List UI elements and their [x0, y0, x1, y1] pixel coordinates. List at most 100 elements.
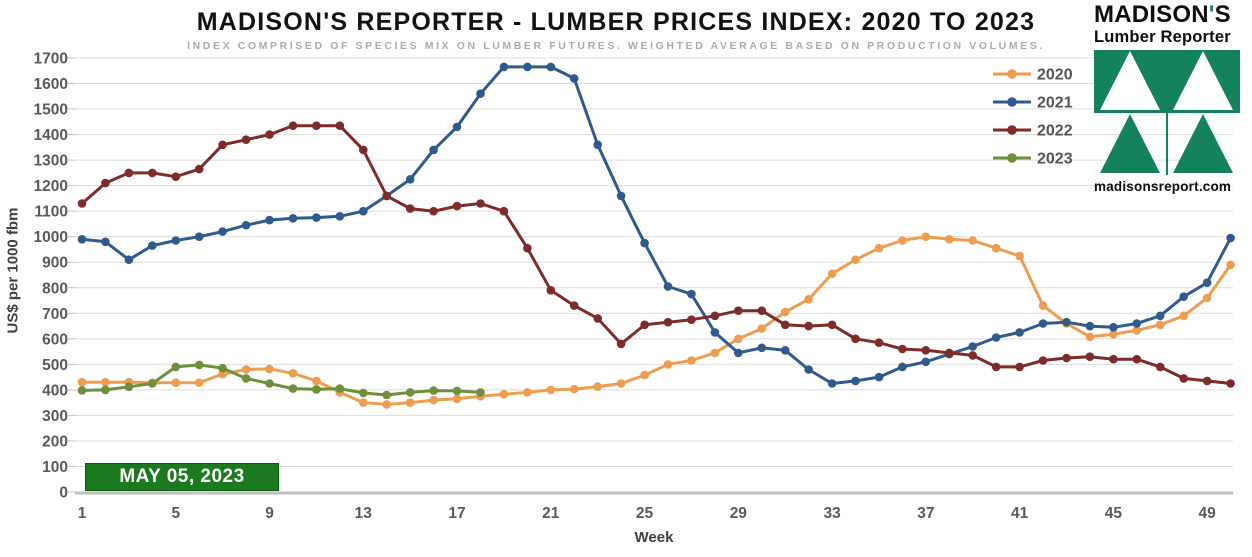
series-line-2021: [81, 65, 1232, 385]
data-point: [1062, 317, 1071, 327]
data-point: [382, 191, 392, 201]
data-point: [1155, 311, 1165, 321]
data-point: [405, 204, 415, 213]
data-point: [593, 314, 602, 323]
data-point: [991, 333, 1001, 342]
data-point: [757, 306, 767, 316]
data-point: [171, 378, 181, 388]
data-point: [148, 379, 157, 388]
data-point: [148, 168, 157, 178]
data-point: [359, 398, 368, 407]
data-point: [523, 62, 532, 72]
brand-website-link[interactable]: madisonsreport.com: [1094, 179, 1232, 194]
y-tick-label: 1500: [34, 102, 68, 119]
legend-marker: [1007, 69, 1017, 79]
legend-marker: [1007, 125, 1017, 135]
data-point: [1155, 320, 1165, 330]
data-point: [1202, 293, 1212, 303]
legend-item-2020: 2020: [993, 67, 1073, 84]
data-point: [898, 344, 907, 354]
data-point: [241, 374, 251, 383]
brand-tagline: Lumber Reporter: [1094, 28, 1231, 46]
data-point: [218, 363, 227, 373]
data-point: [101, 385, 110, 395]
data-point: [1226, 260, 1235, 270]
data-point: [663, 282, 673, 291]
y-tick-label: 1600: [34, 76, 68, 93]
latest-date-annotation: MAY 05, 2023: [85, 463, 279, 491]
data-point: [523, 388, 532, 397]
legend-item-2023: 2023: [993, 151, 1073, 168]
data-point: [640, 320, 649, 330]
y-tick-label: 400: [42, 382, 68, 399]
data-point: [265, 130, 274, 139]
data-point: [569, 301, 579, 310]
data-point: [405, 398, 415, 407]
x-axis-title: Week: [634, 529, 674, 546]
data-point: [710, 311, 720, 321]
x-tick-label: 9: [265, 505, 274, 522]
y-tick-label: 700: [42, 306, 68, 323]
data-point: [452, 201, 462, 211]
data-point: [757, 324, 767, 333]
y-tick-label: 1700: [34, 51, 68, 68]
data-point: [1132, 319, 1142, 328]
data-point: [218, 369, 227, 379]
y-tick-label: 800: [42, 280, 68, 297]
data-point: [945, 348, 954, 358]
data-point: [569, 384, 579, 394]
data-point: [827, 269, 837, 279]
data-point: [429, 145, 438, 155]
data-point: [991, 362, 1001, 372]
data-point: [312, 213, 321, 222]
data-point: [804, 365, 813, 374]
data-point: [124, 168, 134, 178]
brand-apostrophe-leaf: ': [1208, 1, 1215, 28]
data-point: [1155, 362, 1165, 372]
data-point: [1202, 376, 1212, 386]
data-point: [851, 376, 860, 386]
x-tick-label: 25: [636, 505, 654, 522]
data-point: [499, 206, 509, 216]
data-point: [569, 74, 579, 83]
x-tick-label: 41: [1011, 505, 1029, 522]
data-point: [218, 140, 227, 150]
data-point: [241, 220, 251, 230]
data-point: [710, 348, 720, 358]
data-point: [1179, 311, 1188, 321]
y-tick-label: 500: [42, 357, 68, 374]
data-point: [874, 338, 884, 348]
data-point: [1015, 328, 1024, 337]
data-point: [312, 376, 321, 386]
data-point: [288, 384, 298, 393]
x-tick-label: 5: [171, 505, 180, 522]
series-points-2021: [77, 62, 1235, 388]
y-tick-label: 100: [42, 459, 68, 476]
data-point: [476, 89, 485, 98]
data-point: [359, 145, 368, 155]
data-point: [827, 379, 837, 388]
data-point: [546, 62, 556, 72]
x-tick-label: 1: [78, 505, 87, 522]
data-point: [335, 121, 345, 130]
data-point: [968, 236, 977, 245]
data-point: [499, 62, 509, 72]
y-axis-title: US$ per 1000 fbm: [4, 207, 22, 334]
data-point: [359, 388, 368, 398]
data-point: [1132, 354, 1142, 364]
data-point: [991, 243, 1001, 253]
y-tick-label: 1100: [34, 204, 68, 221]
data-point: [1085, 352, 1095, 362]
data-point: [780, 307, 790, 317]
data-point: [968, 342, 977, 351]
data-point: [710, 328, 720, 337]
data-point: [546, 385, 556, 395]
data-point: [77, 386, 87, 395]
data-point: [1085, 332, 1095, 342]
data-point: [288, 214, 298, 223]
x-tick-label: 45: [1105, 505, 1123, 522]
data-point: [593, 382, 602, 391]
data-point: [429, 395, 438, 405]
y-tick-label: 200: [42, 433, 68, 450]
